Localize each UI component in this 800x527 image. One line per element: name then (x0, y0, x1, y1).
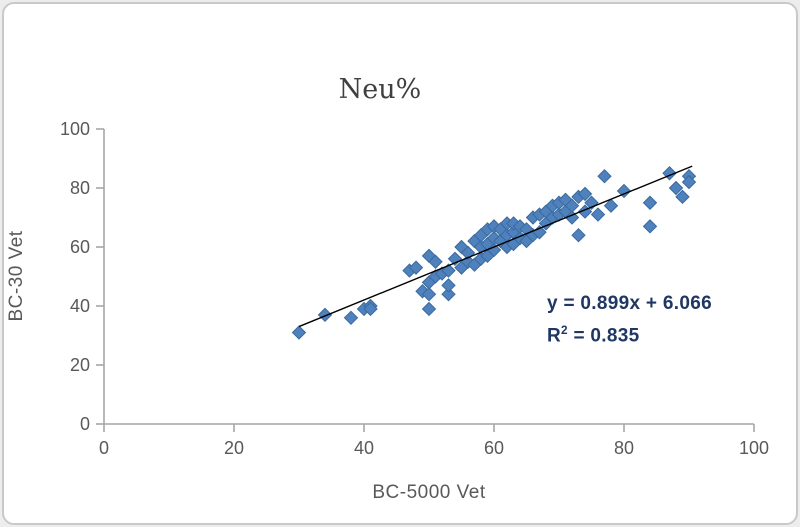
chart-title: Neu% (338, 74, 422, 105)
x-tick-label: 100 (739, 438, 769, 458)
data-point-marker (571, 227, 586, 243)
x-tick-label: 60 (484, 438, 504, 458)
x-tick-label: 40 (354, 438, 374, 458)
data-point-marker (363, 301, 378, 317)
data-point-marker (441, 286, 456, 302)
y-tick-label: 0 (80, 414, 90, 434)
data-point-marker (590, 207, 606, 222)
y-tick-label: 20 (70, 355, 90, 375)
x-tick-label: 80 (614, 438, 634, 458)
data-point-marker (421, 301, 437, 317)
scatter-plot-area: 0 20 40 60 80 100 0 20 40 60 80 100 (60, 119, 769, 458)
data-point-marker (642, 219, 658, 234)
data-point-marker (421, 286, 437, 302)
data-point-marker (642, 195, 658, 210)
data-point-marker (597, 168, 612, 184)
data-point-marker (291, 325, 307, 340)
data-point-marker (317, 307, 333, 323)
y-tick-label: 60 (70, 237, 90, 257)
x-tick-label: 0 (99, 438, 109, 458)
y-tick-label: 80 (70, 178, 90, 198)
trendline-annotation: y = 0.899x + 6.066 R2 = 0.835 (547, 290, 712, 349)
data-point-marker (408, 260, 424, 275)
x-tick-label: 20 (224, 438, 244, 458)
data-point-marker (675, 189, 690, 205)
y-tick-label: 100 (60, 119, 90, 139)
data-point-marker (486, 242, 502, 258)
data-point-marker (428, 254, 443, 269)
y-tick-label: 40 (70, 296, 90, 316)
data-point-marker (577, 186, 593, 202)
data-point-marker (603, 198, 619, 213)
data-point-marker (616, 183, 632, 199)
trendline (298, 165, 693, 328)
data-point-marker (343, 310, 359, 326)
trendline-r-squared: R2 = 0.835 (547, 324, 640, 347)
data-point-marker (441, 278, 456, 293)
trendline-equation: y = 0.899x + 6.066 (547, 293, 712, 314)
data-point-marker (564, 198, 580, 213)
data-point-marker (668, 180, 684, 196)
x-axis-label: BC-5000 Vet (372, 482, 486, 503)
data-point-marker (681, 174, 697, 190)
